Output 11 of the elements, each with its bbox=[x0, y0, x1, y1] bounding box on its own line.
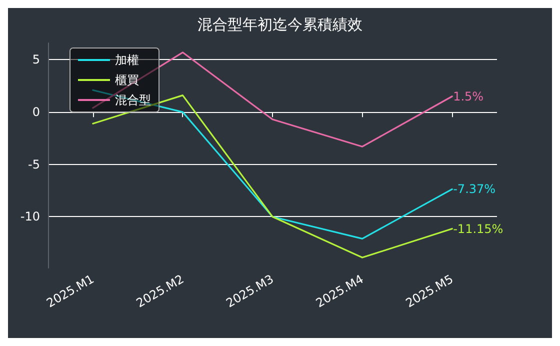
legend-label: 加權 bbox=[115, 53, 139, 67]
legend-label: 櫃買 bbox=[115, 73, 139, 87]
data-label: 1.5% bbox=[453, 89, 484, 104]
y-tick-label: 0 bbox=[32, 105, 40, 120]
y-tick-label: -10 bbox=[20, 210, 40, 224]
y-tick-label: -5 bbox=[28, 157, 40, 172]
chart-title: 混合型年初迄今累積績效 bbox=[198, 16, 362, 34]
y-tick-label: 5 bbox=[32, 52, 40, 67]
data-label: -7.37% bbox=[453, 182, 496, 196]
legend-label: 混合型 bbox=[115, 93, 151, 107]
data-label: -11.15% bbox=[453, 222, 504, 236]
